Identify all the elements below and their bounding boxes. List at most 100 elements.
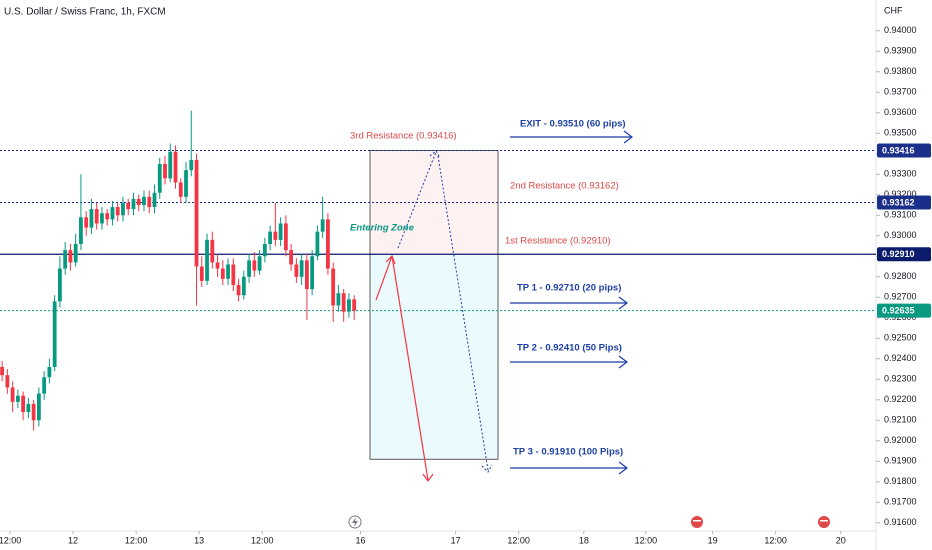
price-tag-label: 0.92910 (882, 249, 915, 259)
y-tick-label: 0.93600 (884, 107, 917, 117)
candle-body (278, 223, 283, 240)
levels (0, 149, 876, 312)
flag-icon (820, 520, 828, 522)
candle-body (289, 250, 294, 265)
candle-body (257, 256, 262, 271)
candle-body (121, 202, 125, 216)
y-tick-label: 0.91800 (884, 476, 917, 486)
candle-body (163, 164, 167, 179)
x-tick-label: 19 (708, 535, 718, 545)
x-tick-label: 20 (836, 535, 846, 545)
candle-body (273, 231, 278, 240)
annotation: TP 3 - 0.91910 (100 Pips) (513, 447, 623, 458)
candle-body (100, 213, 104, 224)
zone-lower (370, 254, 498, 460)
candle-body (147, 196, 152, 208)
candle-body (15, 395, 20, 402)
candle-body (247, 260, 251, 277)
candle-body (352, 299, 357, 311)
price-axis: 0.94000 0.93900 0.93800 0.93700 0.93600 0.935… (876, 25, 917, 527)
flag-icon (818, 516, 830, 528)
candle-body (52, 301, 57, 367)
arrows (375, 130, 633, 483)
candle-body (236, 284, 241, 296)
candle-body (215, 262, 220, 269)
trade-zone (369, 150, 499, 460)
x-tick-label: 17 (451, 535, 461, 545)
price-tag (877, 195, 931, 210)
annotation: 3rd Resistance (0.93416) (350, 131, 457, 142)
candle-body (152, 192, 157, 208)
x-tick-label: 12:00 (125, 535, 148, 545)
y-tick-label: 0.92100 (884, 415, 917, 425)
candle-body (310, 256, 315, 290)
y-tick-label: 0.92200 (884, 394, 917, 404)
candle-body (173, 151, 178, 183)
y-tick-label: 0.92700 (884, 292, 917, 302)
candle-body (299, 260, 304, 277)
red-arrow (375, 254, 396, 301)
candle-body (157, 164, 162, 193)
y-tick-label: 0.91600 (884, 517, 917, 527)
candle-body (68, 250, 73, 263)
annotation: Entering Zone (350, 223, 415, 234)
y-tick-label: 0.92000 (884, 435, 917, 445)
annotation: 2nd Resistance (0.93162) (510, 181, 619, 192)
candle-body (241, 276, 246, 296)
candle-body (184, 170, 188, 197)
candle-body (268, 231, 273, 244)
candles (0, 110, 357, 431)
zone-border (369, 150, 499, 460)
candle-body (205, 239, 209, 281)
price-tag-label: 0.93162 (882, 197, 915, 207)
annotation: TP 1 - 0.92710 (20 pips) (517, 283, 621, 294)
y-tick-label: 0.93100 (884, 210, 917, 220)
candle-body (304, 260, 309, 290)
candle-body (326, 219, 330, 269)
annotation: TP 2 - 0.92410 (50 Pips) (517, 343, 622, 354)
y-tick-label: 0.93800 (884, 66, 917, 76)
y-tick-label: 0.94000 (884, 25, 917, 35)
exit-arrow (510, 130, 633, 144)
y-tick-label: 0.93900 (884, 46, 917, 56)
candle-body (336, 293, 341, 306)
candle-body (294, 264, 299, 277)
x-tick-label: 12:00 (507, 535, 530, 545)
candle-body (89, 209, 94, 228)
candle-body (252, 260, 257, 271)
title: U.S. Dollar / Swiss Franc, 1h, FXCM (4, 7, 166, 18)
flag-icon (691, 516, 703, 528)
candle-body (178, 182, 183, 197)
time-axis: 12:00 12 12:00 13 12:00 16 17 12:00 18 12:00 19 12:… (0, 531, 846, 545)
candle-body (84, 217, 89, 228)
candle-body (21, 395, 26, 413)
candle-body (47, 366, 52, 378)
price-tags: 0.93416 0.93162 0.92910 0.92635 (877, 143, 931, 318)
candle-body (210, 239, 215, 263)
x-tick-label: 12 (68, 535, 78, 545)
y-tick-label: 0.93500 (884, 128, 917, 138)
candle-body (194, 159, 199, 267)
annotation: 1st Resistance (0.92910) (505, 236, 611, 247)
tp-arrow (510, 461, 628, 475)
candle-body (220, 268, 225, 279)
candle-body (26, 403, 31, 413)
red-arrow (391, 255, 434, 483)
candle-body (189, 159, 194, 171)
candle-body (115, 207, 120, 216)
candle-body (142, 196, 146, 206)
price-tag-label: 0.93416 (882, 145, 915, 155)
price-tag (877, 247, 931, 262)
candle-body (94, 209, 99, 224)
tp-arrow (510, 355, 628, 369)
candle-body (126, 202, 131, 210)
candle-body (131, 198, 136, 210)
currency: CHF (884, 5, 903, 15)
event-icon (352, 517, 358, 527)
candle-body (136, 198, 141, 206)
candle-body (331, 268, 336, 306)
candle-body (283, 223, 288, 251)
candle-body (320, 219, 325, 232)
